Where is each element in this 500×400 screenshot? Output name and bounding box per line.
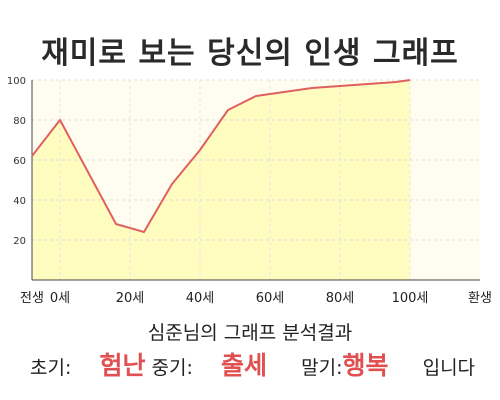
x-tick-label: 환생: [468, 291, 492, 306]
y-tick-label-80: 80: [13, 116, 26, 127]
x-tick-label: 20세: [116, 291, 145, 306]
x-tick-label: 0세: [50, 291, 70, 306]
x-tick-label: 전생: [20, 291, 44, 306]
x-tick-label: 100세: [392, 291, 429, 306]
ending-text: 입니다: [422, 357, 476, 379]
late-value: 행복: [342, 351, 389, 380]
x-tick-label: 60세: [256, 291, 285, 306]
mid-label: 중기:: [151, 357, 193, 379]
y-tick-label-20: 20: [13, 236, 26, 247]
x-tick-label: 80세: [326, 291, 355, 306]
early-value: 험난: [99, 351, 146, 380]
y-tick-label-100: 100: [7, 76, 26, 87]
x-tick-label: 40세: [186, 291, 215, 306]
late-label: 말기:: [301, 357, 343, 379]
mid-value: 출세: [221, 351, 268, 380]
analysis-title: 심준님의 그래프 분석결과: [147, 322, 353, 344]
y-tick-label-60: 60: [13, 156, 26, 167]
early-label: 초기:: [30, 357, 72, 379]
page-title: 재미로 보는 당신의 인생 그래프: [41, 36, 459, 71]
y-tick-label-40: 40: [13, 196, 26, 207]
analysis-result: 초기: 험난 중기: 출세 말기:행복 입니다: [30, 346, 490, 382]
life-graph-chart: 20 40 60 80 100 전생 0세 20세 40세 60세 80세 100세 환생: [7, 76, 492, 306]
life-line: [31, 79, 411, 233]
area-fill: [32, 80, 410, 280]
